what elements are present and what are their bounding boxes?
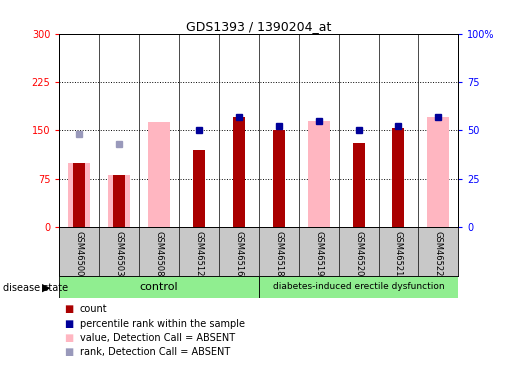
Bar bbox=[273, 130, 285, 227]
Text: GSM46500: GSM46500 bbox=[75, 231, 83, 276]
Bar bbox=[193, 150, 205, 227]
Text: control: control bbox=[140, 282, 178, 292]
Bar bbox=[108, 176, 130, 227]
Text: GSM46508: GSM46508 bbox=[154, 231, 163, 276]
Text: GSM46512: GSM46512 bbox=[195, 231, 203, 276]
Bar bbox=[68, 162, 90, 227]
Bar bbox=[59, 276, 259, 298]
Text: GSM46516: GSM46516 bbox=[234, 231, 243, 276]
Text: ▶: ▶ bbox=[42, 283, 50, 293]
Text: percentile rank within the sample: percentile rank within the sample bbox=[80, 319, 245, 328]
Bar bbox=[148, 122, 170, 227]
Text: value, Detection Call = ABSENT: value, Detection Call = ABSENT bbox=[80, 333, 235, 343]
Bar bbox=[392, 128, 404, 227]
Text: GSM46519: GSM46519 bbox=[314, 231, 323, 276]
Bar bbox=[427, 117, 450, 227]
Bar bbox=[233, 117, 245, 227]
Text: count: count bbox=[80, 304, 108, 314]
Text: GSM46521: GSM46521 bbox=[394, 231, 403, 276]
Text: ■: ■ bbox=[64, 347, 74, 357]
Text: GSM46522: GSM46522 bbox=[434, 231, 443, 276]
Text: ■: ■ bbox=[64, 304, 74, 314]
Text: GSM46518: GSM46518 bbox=[274, 231, 283, 276]
Bar bbox=[307, 121, 330, 227]
Bar bbox=[353, 143, 365, 227]
Bar bbox=[113, 176, 125, 227]
Text: diabetes-induced erectile dysfunction: diabetes-induced erectile dysfunction bbox=[273, 282, 444, 291]
Text: GSM46520: GSM46520 bbox=[354, 231, 363, 276]
Text: ■: ■ bbox=[64, 333, 74, 343]
Text: GSM46503: GSM46503 bbox=[115, 231, 124, 276]
Title: GDS1393 / 1390204_at: GDS1393 / 1390204_at bbox=[186, 20, 332, 33]
Text: ■: ■ bbox=[64, 319, 74, 328]
Text: disease state: disease state bbox=[3, 283, 67, 293]
Bar bbox=[73, 162, 85, 227]
Text: rank, Detection Call = ABSENT: rank, Detection Call = ABSENT bbox=[80, 347, 230, 357]
Bar bbox=[259, 276, 458, 298]
